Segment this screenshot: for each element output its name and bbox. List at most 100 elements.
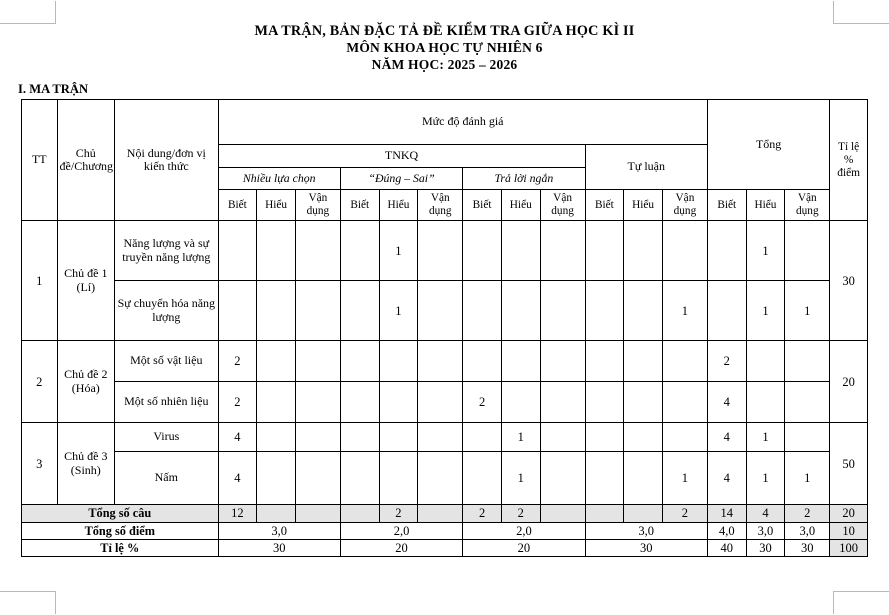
crop-mark-bottom-left — [0, 591, 56, 614]
summary-tq-13: 4 — [745, 504, 786, 523]
cell-level-0: 4 — [217, 451, 258, 506]
summary-row-total-points: Tổng số điểm 3,0 2,0 2,0 3,0 4,0 3,0 3,0… — [21, 521, 868, 540]
summary-label-total-points: Tổng số điểm — [21, 521, 219, 540]
table-row: Nấm 4 1 1 4 1 1 — [22, 451, 868, 506]
cell-level-0 — [217, 280, 258, 342]
header-percent: Tỉ lệ % điểm — [829, 99, 868, 222]
table-header-row-2: TNKQ Tự luận — [22, 144, 868, 191]
cell-level-8 — [539, 280, 586, 342]
summary-tp-sa: 2,0 — [462, 521, 586, 540]
cell-level-2 — [294, 451, 341, 506]
cell-level-6: 2 — [462, 381, 502, 424]
cell-level-3 — [339, 381, 380, 424]
summary-ratio-sa: 20 — [462, 538, 586, 558]
summary-tq-11: 2 — [661, 504, 708, 523]
cell-level-6 — [462, 340, 502, 383]
header-level-tf-vandung: Vận dụng — [417, 189, 464, 222]
cell-level-7: 1 — [500, 451, 541, 506]
cell-level-10 — [623, 280, 663, 342]
cell-level-5 — [417, 280, 464, 342]
row-percent: 30 — [829, 220, 868, 342]
header-level-mc-vandung: Vận dụng — [294, 189, 341, 222]
row-content: Một số nhiên liệu — [114, 381, 219, 424]
cell-level-8 — [539, 340, 586, 383]
summary-ratio-mc: 30 — [217, 538, 341, 558]
cell-level-8 — [539, 451, 586, 506]
header-true-false: “Đúng – Sai” — [339, 167, 464, 191]
cell-level-13: 1 — [745, 220, 786, 282]
cell-level-10 — [623, 422, 663, 453]
cell-level-10 — [623, 381, 663, 424]
row-content: Virus — [114, 422, 219, 453]
crop-mark-bottom-right — [833, 591, 889, 614]
cell-level-1 — [256, 451, 296, 506]
cell-level-8 — [539, 422, 586, 453]
cell-level-9 — [584, 220, 625, 282]
cell-level-4 — [378, 451, 419, 506]
row-percent: 50 — [829, 422, 868, 506]
summary-tq-12: 14 — [706, 504, 747, 523]
summary-tp-tl: 3,0 — [584, 521, 708, 540]
row-percent: 20 — [829, 340, 868, 424]
cell-level-14 — [784, 340, 831, 383]
cell-level-3 — [339, 451, 380, 506]
cell-level-4: 1 — [378, 220, 419, 282]
cell-level-6 — [462, 422, 502, 453]
cell-level-0: 2 — [217, 340, 258, 383]
summary-tq-10 — [623, 504, 663, 523]
cell-level-2 — [294, 422, 341, 453]
cell-level-7 — [500, 340, 541, 383]
cell-level-10 — [623, 340, 663, 383]
summary-tq-1 — [256, 504, 296, 523]
cell-level-0: 2 — [217, 381, 258, 424]
summary-row-ratio: Tỉ lệ % 30 20 20 30 40 30 30 100 — [21, 538, 868, 558]
cell-level-1 — [256, 340, 296, 383]
row-topic: Chủ đề 3 (Sinh) — [56, 422, 116, 506]
header-multiple-choice: Nhiều lựa chọn — [217, 167, 341, 191]
summary-tp-tot-vandung: 3,0 — [784, 521, 831, 540]
cell-level-6 — [462, 220, 502, 282]
cell-level-14: 1 — [784, 280, 831, 342]
cell-level-13: 1 — [745, 280, 786, 342]
cell-level-2 — [294, 220, 341, 282]
summary-tq-6: 2 — [462, 504, 502, 523]
summary-tq-3 — [339, 504, 380, 523]
summary-tq-14: 2 — [784, 504, 831, 523]
header-tu-luan: Tự luận — [584, 144, 708, 191]
document-title-block: MA TRẬN, BẢN ĐẶC TẢ ĐỀ KIỂM TRA GIỮA HỌC… — [0, 0, 889, 73]
table-row: Sự chuyển hóa năng lượng 1 1 1 1 — [22, 280, 868, 342]
header-level-tf-hieu: Hiểu — [378, 189, 419, 222]
cell-level-5 — [417, 220, 464, 282]
cell-level-11: 1 — [661, 451, 708, 506]
summary-tp-percent: 10 — [829, 521, 868, 540]
cell-level-12 — [706, 220, 747, 282]
cell-level-14 — [784, 422, 831, 453]
cell-level-12: 4 — [706, 451, 747, 506]
cell-level-9 — [584, 422, 625, 453]
summary-label-ratio: Tỉ lệ % — [21, 538, 219, 558]
row-index: 2 — [21, 340, 58, 424]
header-assessment-level: Mức độ đánh giá — [217, 99, 708, 146]
document-title-line-3: NĂM HỌC: 2025 – 2026 — [371, 56, 518, 72]
cell-level-10 — [623, 451, 663, 506]
cell-level-7 — [500, 220, 541, 282]
cell-level-12 — [706, 280, 747, 342]
header-level-mc-hieu: Hiểu — [256, 189, 296, 222]
header-content: Nội dung/đơn vị kiến thức — [114, 99, 219, 222]
summary-tq-15: 20 — [829, 504, 868, 523]
summary-tp-mc: 3,0 — [217, 521, 341, 540]
summary-ratio-percent: 100 — [829, 538, 868, 558]
cell-level-1 — [256, 220, 296, 282]
summary-tq-4: 2 — [378, 504, 419, 523]
cell-level-3 — [339, 220, 380, 282]
cell-level-13: 1 — [745, 451, 786, 506]
table-row: 3 Chủ đề 3 (Sinh) Virus 4 1 4 1 50 — [21, 422, 868, 506]
cell-level-6 — [462, 451, 502, 506]
cell-level-7 — [500, 280, 541, 342]
cell-level-3 — [339, 340, 380, 383]
table-header-row-3: Nhiều lựa chọn “Đúng – Sai” Trả lời ngắn — [22, 167, 868, 191]
cell-level-14: 1 — [784, 451, 831, 506]
cell-level-4 — [378, 340, 419, 383]
header-level-tf-biet: Biết — [339, 189, 380, 222]
table-header-row-4: Biết Hiểu Vận dụng Biết Hiểu Vận dụng Bi… — [22, 189, 868, 222]
